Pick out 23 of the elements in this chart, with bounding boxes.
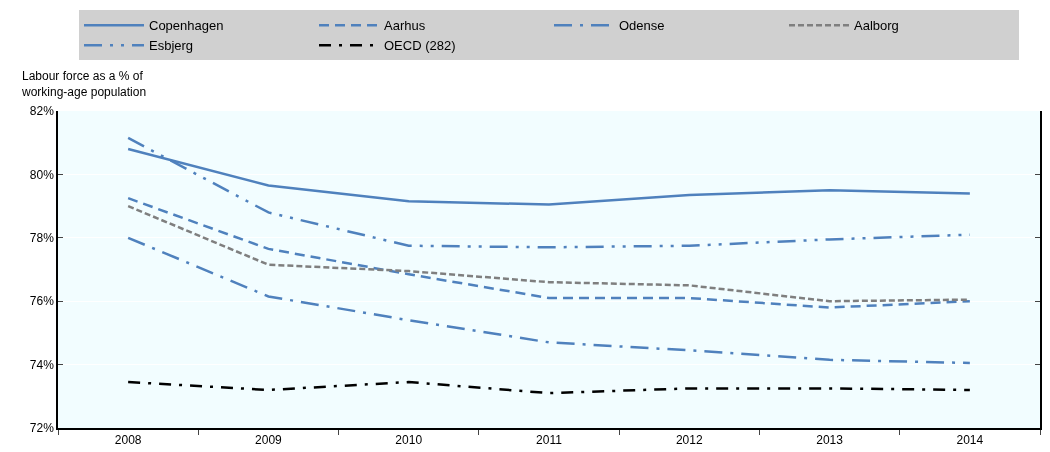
- legend-label: Aarhus: [384, 18, 426, 34]
- legend-label: Copenhagen: [149, 18, 224, 34]
- x-tick-label: 2008: [114, 433, 142, 448]
- x-tick-label: 2009: [255, 433, 283, 448]
- legend-label: Esbjerg: [149, 38, 194, 54]
- x-tick-label: 2013: [816, 433, 844, 448]
- x-tick-label: 2014: [956, 433, 984, 448]
- line-series: [126, 136, 972, 249]
- y-tick-label: 74%: [29, 357, 55, 372]
- line-series: [126, 236, 972, 365]
- y-tick-label: 76%: [29, 294, 55, 309]
- x-tick-label: 2012: [675, 433, 703, 448]
- legend-label: Odense: [619, 18, 665, 34]
- y-tick-label: 72%: [29, 421, 55, 436]
- legend-label: OECD (282): [384, 38, 456, 54]
- x-tick-label: 2010: [395, 433, 423, 448]
- y-tick-label: 82%: [29, 104, 55, 119]
- y-tick-label: 78%: [29, 231, 55, 245]
- y-axis-title: Labour force as a % of working-age population: [21, 69, 147, 99]
- x-tick-label: 2011: [536, 433, 563, 448]
- legend-label: Aalborg: [854, 18, 899, 34]
- y-tick-label: 80%: [29, 167, 55, 182]
- line-series: [126, 380, 972, 395]
